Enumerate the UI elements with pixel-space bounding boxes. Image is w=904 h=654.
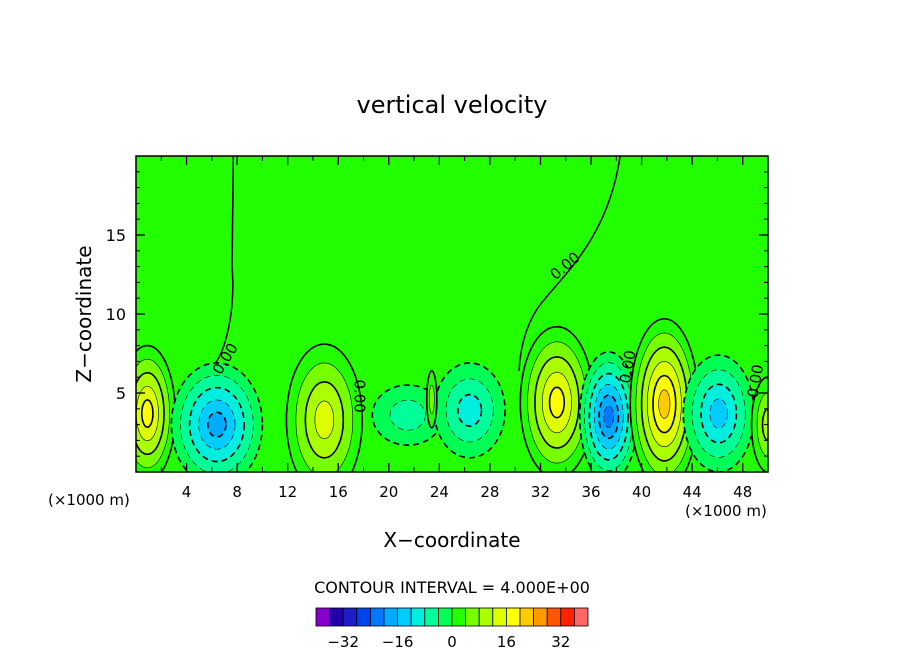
colorbar: −32 −16 0 16 32 bbox=[315, 607, 589, 651]
downdraft-contour bbox=[457, 393, 483, 427]
colorbar-swatch bbox=[410, 607, 426, 627]
updraft-contour bbox=[548, 386, 566, 419]
x-tick-label: 12 bbox=[278, 483, 297, 501]
x-tick-label: 40 bbox=[632, 483, 651, 501]
x-unit-right: (×1000 m) bbox=[685, 502, 767, 520]
x-tick-label: 20 bbox=[379, 483, 398, 501]
colorbar-tick-label: 0 bbox=[447, 633, 457, 651]
colorbar-swatch bbox=[465, 607, 480, 627]
x-tick-label: 28 bbox=[480, 483, 499, 501]
contour-cell bbox=[682, 354, 755, 472]
x-axis-label: X−coordinate bbox=[383, 528, 520, 552]
downdraft-contour bbox=[709, 398, 728, 429]
x-tick-label: 8 bbox=[232, 483, 242, 501]
colorbar-swatch bbox=[492, 607, 507, 627]
x-unit-left: (×1000 m) bbox=[48, 491, 130, 509]
x-tick-label: 36 bbox=[581, 483, 600, 501]
x-axis: 4 8 12 16 20 24 28 32 36 40 44 48 bbox=[160, 156, 752, 501]
colorbar-swatch bbox=[397, 607, 412, 627]
colorbar-swatch bbox=[342, 607, 358, 627]
contour-cell bbox=[578, 351, 639, 472]
colorbar-swatch bbox=[478, 607, 494, 627]
colorbar-swatch bbox=[383, 607, 399, 627]
colorbar-swatch bbox=[560, 607, 575, 627]
x-tick-label: 4 bbox=[182, 483, 192, 501]
y-axis: 5 10 15 bbox=[106, 171, 768, 457]
updraft-contour bbox=[428, 384, 435, 414]
colorbar-swatch bbox=[329, 607, 344, 627]
x-tick-label: 16 bbox=[329, 483, 348, 501]
contour-label: 0.00 bbox=[616, 349, 640, 385]
y-tick-label: 5 bbox=[116, 384, 126, 403]
colorbar-swatch bbox=[574, 607, 589, 627]
colorbar-swatch bbox=[424, 607, 439, 627]
x-tick-label: 48 bbox=[733, 483, 752, 501]
chart-title: vertical velocity bbox=[357, 91, 548, 119]
y-tick-label: 10 bbox=[106, 305, 126, 324]
downdraft-contour bbox=[389, 399, 426, 431]
x-tick-label: 32 bbox=[531, 483, 550, 501]
contour-label: 0.00 bbox=[351, 379, 369, 412]
updraft-contour bbox=[141, 399, 154, 428]
colorbar-swatch bbox=[451, 607, 467, 627]
contour-cell bbox=[285, 343, 364, 472]
contour-interval: CONTOUR INTERVAL = 4.000E+00 bbox=[314, 578, 590, 597]
colorbar-swatch bbox=[315, 607, 331, 627]
colorbar-swatch bbox=[356, 607, 371, 627]
zero-contour-left bbox=[213, 156, 235, 366]
downdraft-contour bbox=[206, 411, 227, 438]
contour-cell bbox=[371, 384, 444, 446]
colorbar-tick-label: −32 bbox=[327, 633, 359, 651]
colorbar-swatch bbox=[505, 607, 521, 627]
colorbar-swatch bbox=[546, 607, 562, 627]
updraft-contour bbox=[658, 389, 671, 419]
colorbar-swatch bbox=[519, 607, 535, 627]
contour-cell bbox=[425, 370, 438, 429]
colorbar-swatch bbox=[369, 607, 385, 627]
y-tick-label: 15 bbox=[106, 226, 126, 245]
colorbar-tick-label: −16 bbox=[382, 633, 414, 651]
contour-cell bbox=[629, 317, 700, 472]
colorbar-swatch bbox=[437, 607, 453, 627]
colorbar-tick-label: 32 bbox=[551, 633, 570, 651]
contour-cell bbox=[136, 344, 176, 472]
y-axis-label: Z−coordinate bbox=[72, 245, 96, 382]
colorbar-swatch bbox=[533, 607, 548, 627]
contour-cell bbox=[170, 362, 264, 472]
contour-cell bbox=[433, 362, 506, 459]
contour-label: 0.00 bbox=[744, 363, 768, 399]
x-tick-label: 24 bbox=[430, 483, 449, 501]
colorbar-tick-label: 16 bbox=[497, 633, 516, 651]
x-tick-label: 44 bbox=[683, 483, 702, 501]
downdraft-contour bbox=[603, 405, 614, 428]
plot-area bbox=[136, 156, 768, 472]
zero-contour-right bbox=[518, 156, 621, 371]
contour-cell bbox=[519, 325, 595, 472]
updraft-contour bbox=[314, 400, 335, 440]
